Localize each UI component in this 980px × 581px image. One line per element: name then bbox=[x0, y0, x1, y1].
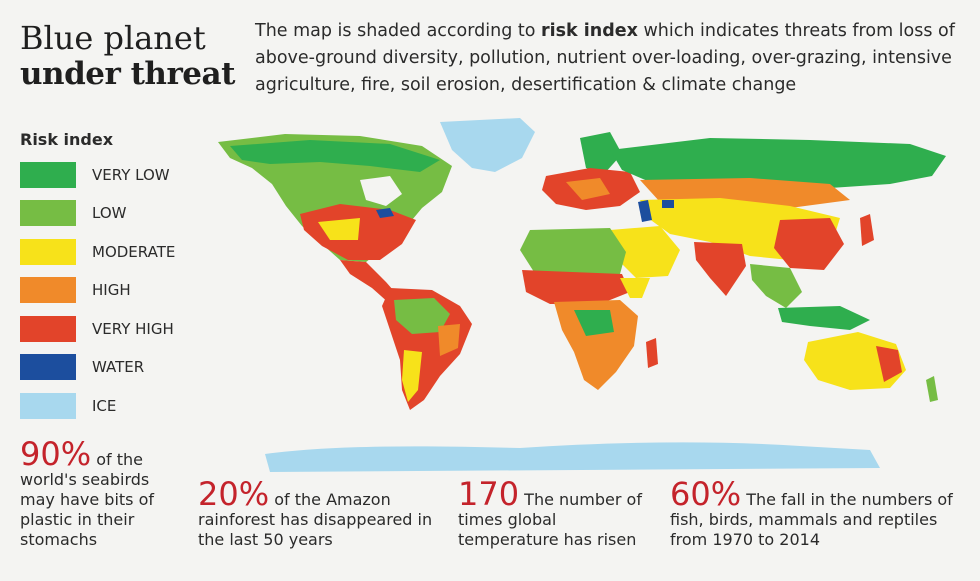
australia bbox=[804, 332, 906, 390]
stat-value: 170 bbox=[458, 475, 520, 513]
india bbox=[694, 242, 746, 296]
china-east bbox=[774, 218, 844, 270]
japan bbox=[860, 214, 874, 246]
north-america-north bbox=[230, 140, 440, 172]
legend-item-water: WATER bbox=[20, 354, 175, 381]
amazon bbox=[394, 298, 450, 334]
title-line-1: Blue planet bbox=[20, 19, 206, 57]
andes bbox=[402, 350, 422, 402]
scandinavia bbox=[580, 132, 622, 174]
legend-label: ICE bbox=[92, 396, 117, 415]
legend-label: HIGH bbox=[92, 281, 131, 299]
stat-text: of the Amazon rainforest has disappeared… bbox=[198, 490, 433, 549]
legend-label: LOW bbox=[92, 204, 127, 222]
hudson-bay bbox=[360, 176, 402, 206]
caspian-sea bbox=[638, 200, 652, 222]
europe-mid bbox=[566, 178, 610, 200]
stat-value: 60% bbox=[670, 475, 742, 513]
congo-basin bbox=[574, 310, 614, 336]
legend-title: Risk index bbox=[20, 130, 114, 149]
legend-swatch bbox=[20, 315, 76, 342]
central-america bbox=[340, 260, 400, 304]
stat-value: 20% bbox=[198, 475, 270, 513]
stat-value: 90% bbox=[20, 435, 92, 473]
southeast-asia bbox=[750, 264, 802, 308]
sahara bbox=[520, 228, 626, 278]
stat-text: The fall in the numbers of fish, birds, … bbox=[670, 490, 953, 549]
brazil-east bbox=[438, 324, 460, 356]
stat-text: of the world's seabirds may have bits of… bbox=[20, 450, 155, 549]
indonesia bbox=[778, 306, 870, 330]
legend-label: VERY HIGH bbox=[92, 319, 174, 338]
legend-swatch bbox=[20, 277, 76, 303]
legend-label: VERY LOW bbox=[92, 165, 170, 184]
legend-item-moderate: MODERATE bbox=[20, 238, 175, 265]
intro-before: The map is shaded according to bbox=[255, 21, 541, 41]
stat-seabirds: 90% of the world's seabirds may have bit… bbox=[20, 438, 180, 550]
legend-label: WATER bbox=[92, 358, 145, 376]
legend-item-low: LOW bbox=[20, 200, 175, 227]
antarctica bbox=[265, 442, 880, 472]
siberia bbox=[610, 138, 946, 188]
new-zealand bbox=[926, 376, 938, 402]
legend-item-very-high: VERY HIGH bbox=[20, 315, 175, 342]
legend-swatch bbox=[20, 238, 76, 265]
aral-lake bbox=[662, 200, 674, 208]
usa-plains bbox=[318, 218, 360, 240]
stat-wildlife: 60% The fall in the numbers of fish, bir… bbox=[670, 478, 970, 550]
legend: Risk index VERY LOW LOW MODERATE HIGH VE… bbox=[20, 130, 175, 431]
legend-item-high: HIGH bbox=[20, 277, 175, 304]
intro-bold: risk index bbox=[541, 21, 638, 41]
greenland bbox=[440, 118, 535, 172]
title-line-2: under threat bbox=[20, 56, 235, 92]
great-lakes bbox=[376, 208, 394, 218]
legend-swatch bbox=[20, 200, 76, 226]
horn-of-africa bbox=[620, 278, 650, 298]
intro-text: The map is shaded according to risk inde… bbox=[255, 18, 965, 99]
stat-temperature: 170 The number of times global temperatu… bbox=[458, 478, 654, 550]
madagascar bbox=[646, 338, 658, 368]
legend-swatch bbox=[20, 354, 76, 380]
australia-east bbox=[876, 346, 902, 382]
stat-amazon: 20% of the Amazon rainforest has disappe… bbox=[198, 478, 438, 550]
legend-item-very-low: VERY LOW bbox=[20, 161, 175, 188]
legend-swatch bbox=[20, 392, 76, 419]
legend-item-ice: ICE bbox=[20, 392, 175, 419]
intro-after: which indicates threats from loss of abo… bbox=[255, 21, 955, 95]
stat-text: The number of times global temperature h… bbox=[458, 490, 642, 549]
sahel bbox=[522, 270, 630, 304]
page-title: Blue planet under threat bbox=[20, 20, 235, 92]
world-risk-map bbox=[218, 118, 946, 472]
central-africa bbox=[554, 300, 638, 390]
legend-swatch bbox=[20, 161, 76, 188]
middle-east bbox=[610, 226, 680, 278]
legend-label: MODERATE bbox=[92, 242, 176, 261]
